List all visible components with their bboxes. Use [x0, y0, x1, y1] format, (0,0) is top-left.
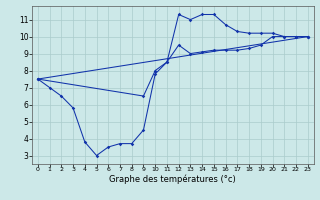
- X-axis label: Graphe des températures (°c): Graphe des températures (°c): [109, 175, 236, 184]
